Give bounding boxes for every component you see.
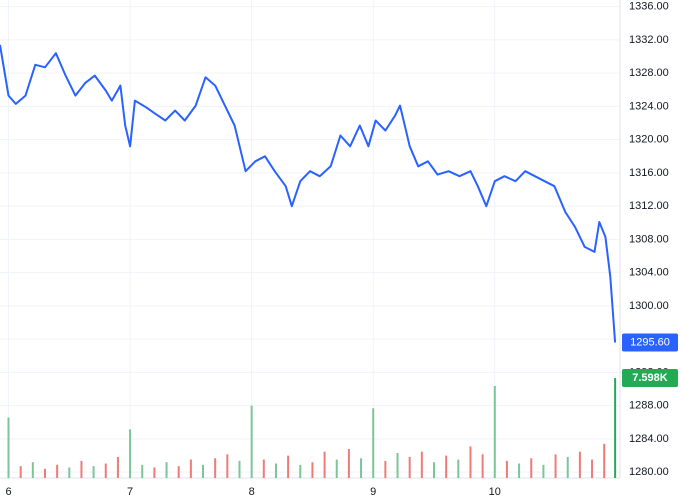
x-tick-label: 9	[370, 486, 376, 498]
volume-bar	[226, 454, 229, 478]
volume-label: 7.598K	[632, 372, 668, 384]
price-line	[0, 44, 617, 343]
volume-bar	[7, 417, 10, 478]
volume-bar	[189, 459, 192, 478]
volume-bar	[250, 405, 253, 478]
volume-bar	[299, 464, 302, 478]
volume-bar	[238, 460, 241, 478]
volume-bar	[384, 460, 387, 478]
volume-bar	[43, 468, 46, 478]
volume-bar	[177, 466, 180, 478]
volume-bar	[347, 449, 350, 478]
volume-bar	[469, 446, 472, 478]
volume-bar	[481, 454, 484, 478]
volume-bar	[323, 451, 326, 478]
volume-bar	[445, 455, 448, 478]
volume-bar	[372, 408, 375, 478]
volume-bar	[530, 458, 533, 478]
y-tick-label: 1316.00	[629, 167, 669, 179]
volume-bar	[31, 462, 34, 478]
volume-bar	[80, 460, 83, 478]
volume-bar	[360, 458, 363, 478]
volume-label-box	[622, 369, 678, 387]
y-tick-label: 1308.00	[629, 233, 669, 245]
volume-bar	[104, 463, 107, 478]
volume-bar	[518, 463, 521, 478]
volume-bar	[457, 459, 460, 478]
volume-bar	[287, 455, 290, 478]
volume-bar	[262, 459, 265, 478]
volume-bar	[591, 459, 594, 478]
volume-bar	[603, 443, 606, 478]
volume-bar	[68, 467, 71, 478]
y-tick-label: 1304.00	[629, 267, 669, 279]
volume-bar	[129, 429, 132, 478]
y-tick-label: 1320.00	[629, 134, 669, 146]
volume-bar	[56, 464, 59, 478]
volume-bar	[554, 454, 557, 478]
volume-bar	[19, 466, 22, 478]
volume-bar	[542, 464, 545, 478]
volume-bar	[505, 460, 508, 478]
y-tick-label: 1312.00	[629, 200, 669, 212]
y-tick-label: 1332.00	[629, 34, 669, 46]
volume-bar	[493, 385, 496, 478]
volume-bar	[116, 456, 119, 478]
volume-bar	[92, 466, 95, 478]
y-tick-label: 1336.00	[629, 1, 669, 13]
volume-bar	[420, 451, 423, 478]
y-tick-label: 1328.00	[629, 67, 669, 79]
volume-bar	[433, 462, 435, 478]
price-label-box	[622, 333, 678, 352]
y-tick-label: 1324.00	[629, 100, 669, 112]
volume-bar	[396, 452, 399, 478]
volume-bar	[578, 451, 581, 478]
volume-bar	[335, 459, 338, 478]
volume-bar	[214, 458, 217, 478]
y-tick-label: 1300.00	[629, 300, 669, 312]
x-tick-label: 8	[249, 486, 255, 498]
x-tick-label: 6	[5, 486, 11, 498]
x-tick-label: 10	[489, 486, 501, 498]
y-tick-label: 1280.00	[629, 466, 669, 478]
volume-bar	[614, 378, 617, 478]
volume-bar	[141, 464, 144, 478]
volume-bar	[566, 456, 569, 478]
y-tick-label: 1288.00	[629, 400, 669, 412]
volume-bar	[153, 467, 156, 478]
volume-bar	[311, 462, 314, 478]
volume-bar	[274, 463, 277, 478]
volume-bar	[165, 462, 168, 478]
price-label: 1295.60	[630, 336, 670, 348]
volume-bar	[408, 456, 411, 478]
x-tick-label: 7	[127, 486, 133, 498]
volume-bar	[202, 464, 205, 478]
y-tick-label: 1284.00	[629, 433, 669, 445]
